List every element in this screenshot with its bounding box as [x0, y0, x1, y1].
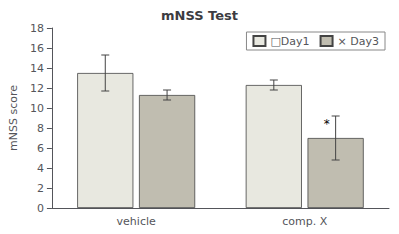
svg-text:2: 2: [37, 182, 44, 195]
svg-text:vehicle: vehicle: [117, 215, 156, 228]
svg-text:18: 18: [30, 22, 44, 35]
svg-text:10: 10: [30, 102, 44, 115]
svg-text:× Day3: × Day3: [338, 35, 379, 48]
svg-text:4: 4: [37, 162, 44, 175]
svg-text:*: *: [324, 117, 330, 131]
svg-text:6: 6: [37, 142, 44, 155]
svg-text:comp. X: comp. X: [282, 215, 327, 228]
svg-text:mNSS Test: mNSS Test: [161, 8, 238, 23]
svg-text:14: 14: [30, 62, 44, 75]
svg-text:0: 0: [37, 202, 44, 215]
svg-text:mNSS score: mNSS score: [7, 85, 20, 151]
svg-text:□Day1: □Day1: [270, 35, 309, 48]
svg-text:8: 8: [37, 122, 44, 135]
svg-text:12: 12: [30, 82, 44, 95]
svg-text:16: 16: [30, 42, 44, 55]
